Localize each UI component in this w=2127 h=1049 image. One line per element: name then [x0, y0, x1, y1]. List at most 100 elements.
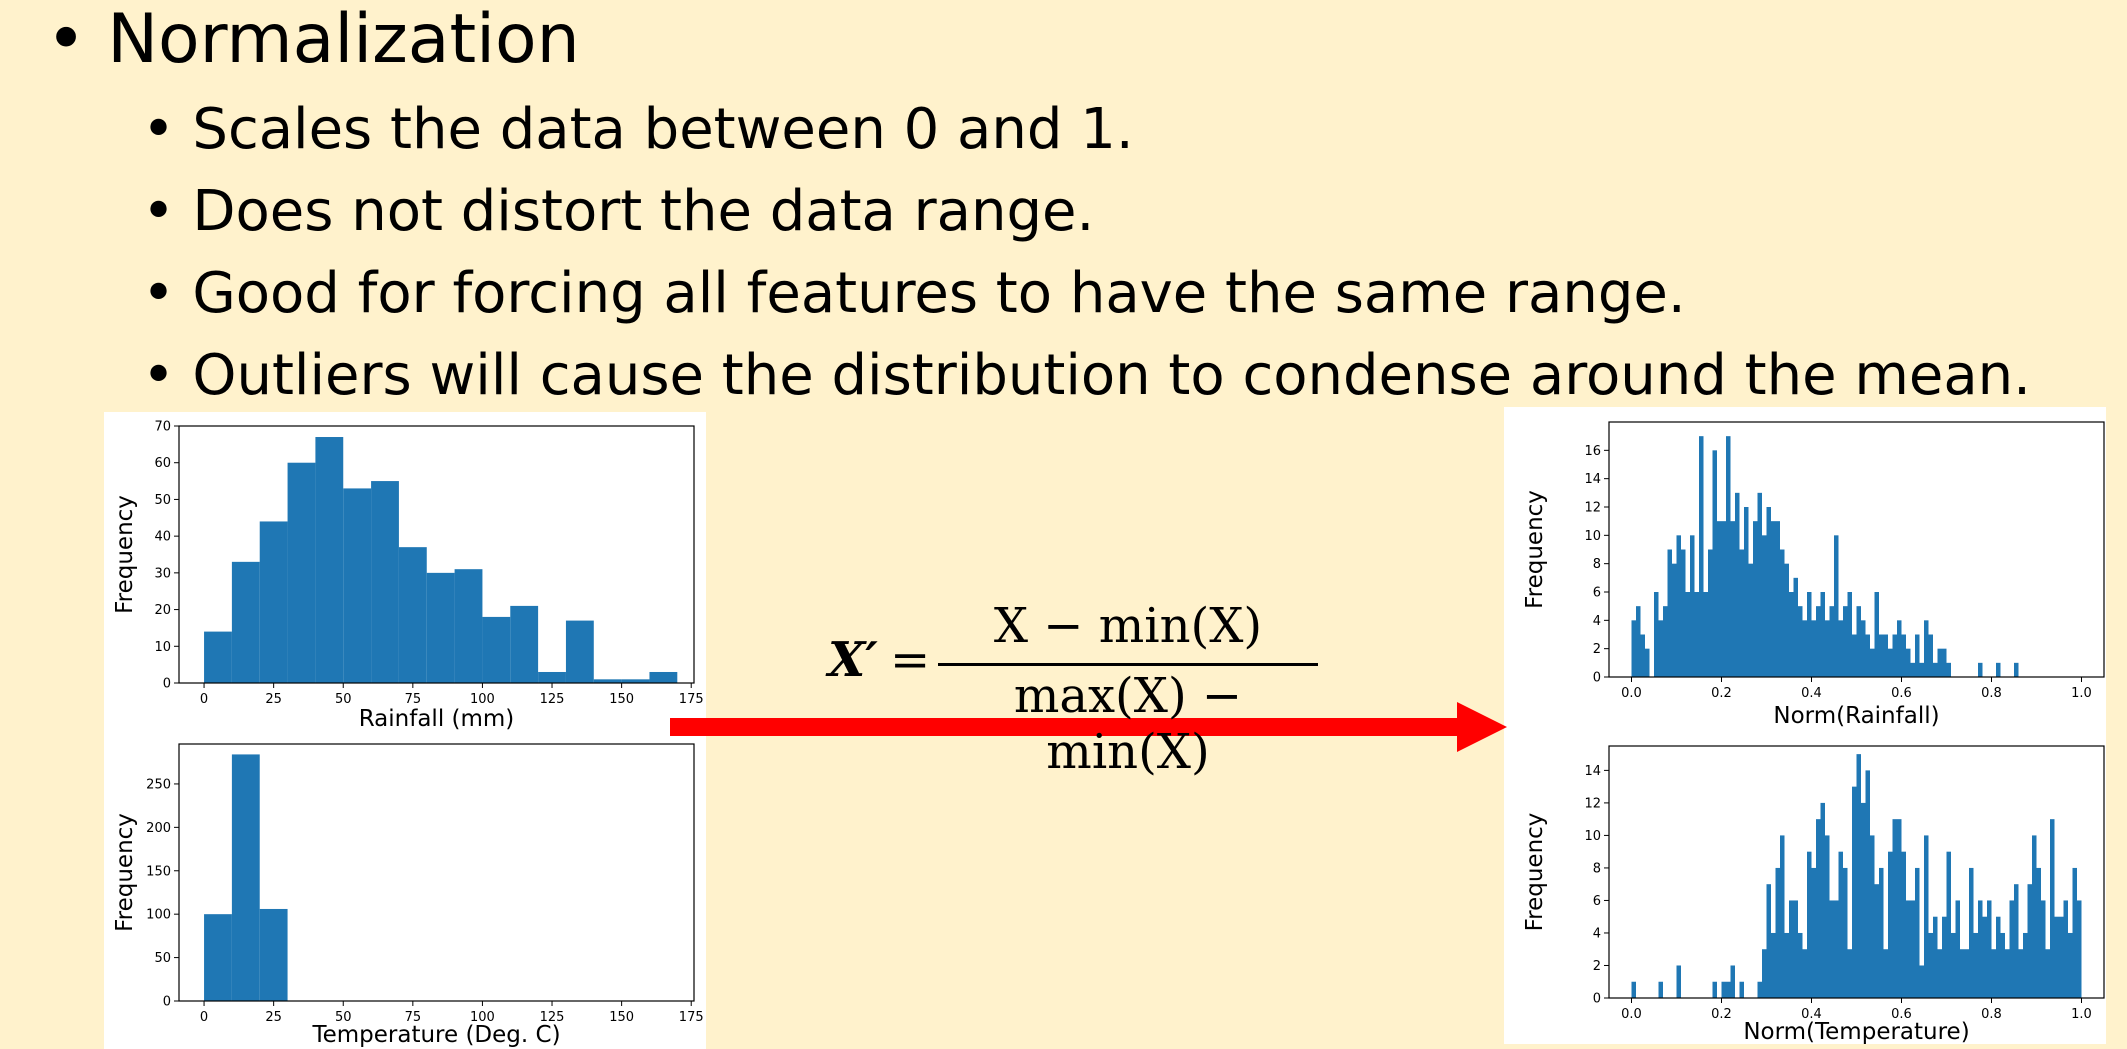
bullet-text: Does not distort the data range. [192, 179, 1095, 244]
histogram-bar [2077, 900, 2082, 998]
histogram-bar [2005, 949, 2010, 998]
histogram-bar [1987, 900, 1992, 998]
histogram-bar [343, 488, 372, 683]
histogram-bar [1739, 981, 1744, 998]
histogram-bar [2014, 884, 2019, 998]
histogram-bar [1766, 884, 1771, 998]
histogram-bar [510, 605, 539, 683]
histogram-bar [1933, 662, 1938, 677]
y-tick-label: 2 [1593, 959, 1601, 974]
y-tick-label: 8 [1593, 557, 1601, 572]
y-tick-label: 30 [154, 566, 171, 581]
histogram-bar [1771, 521, 1776, 677]
x-axis-label: Temperature (Deg. C) [311, 1022, 560, 1048]
histogram-bar [1829, 606, 1834, 677]
formula-lhs: X′ [828, 632, 878, 688]
histogram-bar [1897, 819, 1902, 998]
x-tick-label: 0 [200, 692, 208, 707]
x-tick-label: 100 [470, 692, 495, 707]
histogram-bar [1996, 662, 2001, 677]
temperature-histogram: 0 25 50 75 100 125 150 175 0 50 100 150 200 250 Temper… [112, 743, 704, 1048]
histogram-bar [259, 521, 288, 683]
histogram-bar [426, 572, 455, 683]
histogram-bar [259, 908, 288, 1001]
histogram-bar [1847, 949, 1852, 998]
histogram-bar [1730, 965, 1735, 998]
histogram-bar [1919, 662, 1924, 677]
histogram-bar [1654, 592, 1659, 677]
histogram-bar [538, 671, 566, 683]
histogram-bar [1726, 436, 1731, 677]
histogram-bar [1780, 835, 1785, 998]
x-tick-label: 1.0 [2071, 686, 2092, 701]
x-tick-label: 75 [405, 692, 422, 707]
histogram-bar [1847, 592, 1852, 677]
x-tick-label: 0.0 [1621, 686, 1642, 701]
histogram-bar [2009, 900, 2014, 998]
histogram-bar [1640, 634, 1645, 677]
histogram-bar [1937, 949, 1942, 998]
histogram-bar [1870, 648, 1875, 677]
histogram-bar [1762, 949, 1767, 998]
x-tick-label: 75 [405, 1010, 422, 1025]
histogram-bar [1973, 932, 1978, 998]
y-tick-label: 8 [1593, 861, 1601, 876]
histogram-bar [621, 679, 650, 683]
histogram-bar [1852, 634, 1857, 677]
histogram-bar [1829, 900, 1834, 998]
histogram-bar [1645, 648, 1650, 677]
histogram-bar [1762, 535, 1767, 677]
axes-frame [1608, 421, 2105, 678]
histogram-bar [2050, 819, 2055, 998]
histogram-bar [1861, 802, 1866, 998]
histogram-bar [1730, 521, 1735, 677]
histogram-bar [1694, 592, 1699, 677]
histogram-bar [2041, 900, 2046, 998]
histogram-bar [1789, 900, 1794, 998]
histogram-bar [1856, 606, 1861, 677]
histogram-bar [1942, 648, 1947, 677]
histogram-bar [1901, 634, 1906, 677]
histogram-bar [1802, 620, 1807, 677]
y-tick-label: 0 [163, 677, 171, 692]
y-tick-label: 0 [1593, 992, 1601, 1007]
y-tick-label: 14 [1584, 764, 1601, 779]
histogram-bar [1924, 835, 1929, 998]
y-tick-label: 10 [1584, 829, 1601, 844]
y-tick-label: 60 [154, 456, 171, 471]
histogram-bar [1892, 819, 1897, 998]
histogram-bar [1816, 819, 1821, 998]
x-tick-label: 0.4 [1801, 686, 1822, 701]
histogram-bar [1951, 932, 1956, 998]
y-tick-label: 200 [146, 821, 171, 836]
histogram-bar [1676, 965, 1681, 998]
histogram-bar [1843, 606, 1848, 677]
norm-rainfall-histogram: 0.0 0.2 0.4 0.6 0.8 1.0 0 2 4 6 8 10 12 14 16 Norm(Rain… [1522, 421, 2105, 729]
bullet-text: Scales the data between 0 and 1. [192, 97, 1134, 162]
histogram-bar [1658, 620, 1663, 677]
x-tick-label: 150 [609, 1010, 634, 1025]
slide-title: Normalization [107, 0, 580, 79]
x-tick-label: 25 [265, 1010, 282, 1025]
histogram-bar [1802, 949, 1807, 998]
histogram-bar [1708, 549, 1713, 677]
histogram-bar [1690, 535, 1695, 677]
x-axis-label: Norm(Rainfall) [1773, 703, 1939, 729]
y-tick-label: 14 [1584, 472, 1601, 487]
x-tick-label: 0.2 [1711, 1007, 1732, 1022]
histogram-bar [1712, 981, 1717, 998]
x-tick-label: 0.2 [1711, 686, 1732, 701]
histogram-bar [1667, 549, 1672, 677]
y-tick-label: 10 [154, 640, 171, 655]
axes-frame [1608, 745, 2105, 999]
y-tick-label: 0 [1593, 671, 1601, 686]
x-tick-label: 50 [335, 1010, 352, 1025]
x-axis-label: Rainfall (mm) [359, 706, 515, 732]
histogram-bar [231, 754, 260, 1001]
bullet-item: • Does not distort the data range. [142, 179, 1095, 244]
histogram-bar [2018, 949, 2023, 998]
histogram-bar [565, 620, 594, 683]
y-tick-label: 250 [146, 777, 171, 792]
histogram-bar [1969, 867, 1974, 998]
histogram-bar [2014, 662, 2019, 677]
